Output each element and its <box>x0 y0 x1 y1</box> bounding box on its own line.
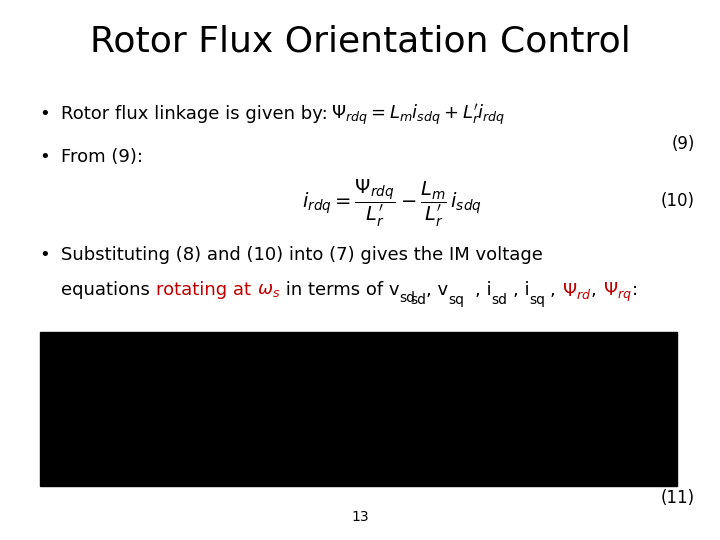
Text: v: v <box>400 281 410 299</box>
Text: Rotor Flux Orientation Control: Rotor Flux Orientation Control <box>89 24 631 58</box>
Text: Rotor flux linkage is given by:: Rotor flux linkage is given by: <box>61 105 328 123</box>
Text: sd: sd <box>410 293 426 307</box>
Text: , v: , v <box>426 281 449 299</box>
Text: sq: sq <box>529 293 545 307</box>
Text: (9): (9) <box>672 135 695 153</box>
Text: $\Psi_{rq}$: $\Psi_{rq}$ <box>603 281 632 304</box>
Text: v: v <box>449 281 459 299</box>
Text: sd: sd <box>497 293 513 307</box>
Text: sd: sd <box>400 291 415 305</box>
Text: i: i <box>492 281 497 299</box>
Text: •: • <box>40 105 50 123</box>
Text: rotating at: rotating at <box>156 281 256 299</box>
Text: (11): (11) <box>661 489 695 507</box>
Text: •: • <box>40 148 50 166</box>
Text: •: • <box>40 246 50 264</box>
Text: $i_{rdq} = \dfrac{\Psi_{rdq}}{L^{\prime}_r} - \dfrac{L_m}{L^{\prime}_r}\, i_{sdq: $i_{rdq} = \dfrac{\Psi_{rdq}}{L^{\prime}… <box>302 178 482 230</box>
Text: :: : <box>632 281 638 299</box>
Text: (10): (10) <box>661 192 695 210</box>
Text: Substituting (8) and (10) into (7) gives the IM voltage: Substituting (8) and (10) into (7) gives… <box>61 246 543 264</box>
Text: in terms of v: in terms of v <box>280 281 400 299</box>
Bar <box>40 332 677 486</box>
Text: ,: , <box>550 281 562 299</box>
Text: $\Psi_{rdq} = L_m i_{sdq} + L^{\prime}_r i_{rdq}$: $\Psi_{rdq} = L_m i_{sdq} + L^{\prime}_r… <box>331 103 505 128</box>
Text: From (9):: From (9): <box>61 148 143 166</box>
Text: sq: sq <box>534 293 550 307</box>
Text: sq: sq <box>449 293 464 307</box>
Text: i: i <box>529 281 534 299</box>
Text: sq: sq <box>459 293 474 307</box>
Text: , i: , i <box>513 281 529 299</box>
Text: ,: , <box>591 281 603 299</box>
Text: $\Psi_{rd}$: $\Psi_{rd}$ <box>562 281 591 301</box>
Text: , i: , i <box>474 281 492 299</box>
Text: $\omega_s$: $\omega_s$ <box>256 281 280 299</box>
Text: sd: sd <box>410 293 426 307</box>
Text: 13: 13 <box>351 510 369 524</box>
Text: sd: sd <box>492 293 508 307</box>
Text: equations: equations <box>61 281 156 299</box>
